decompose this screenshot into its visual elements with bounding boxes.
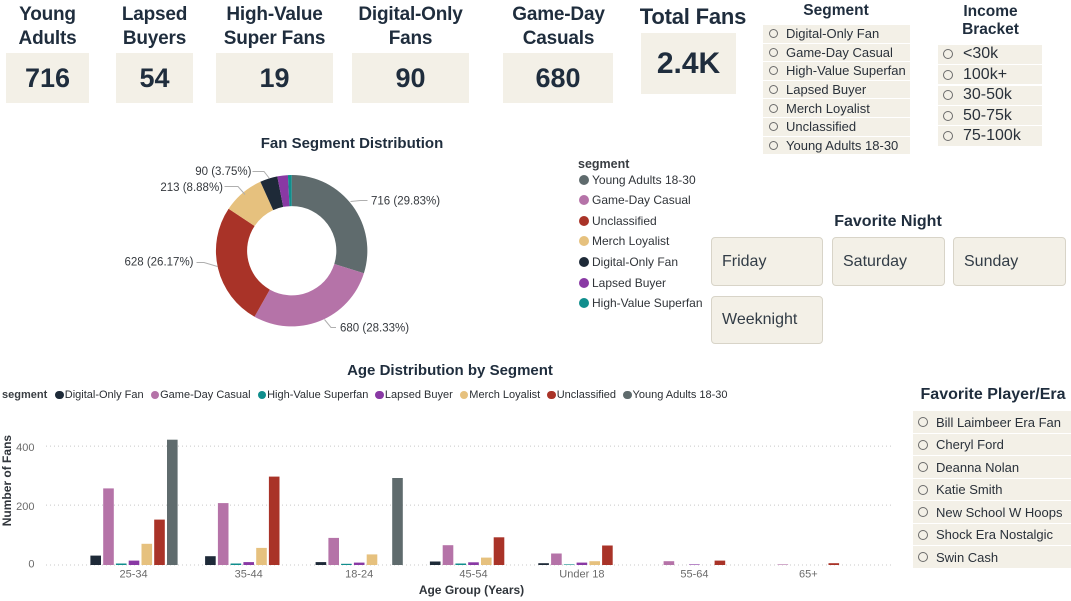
svg-text:400: 400 — [16, 442, 34, 454]
svg-text:Under 18: Under 18 — [559, 569, 604, 581]
svg-text:45-54: 45-54 — [459, 569, 487, 581]
svg-text:35-44: 35-44 — [235, 569, 263, 581]
svg-text:18-24: 18-24 — [345, 569, 373, 581]
svg-text:680 (28.33%): 680 (28.33%) — [340, 323, 409, 335]
svg-text:65+: 65+ — [799, 569, 818, 581]
svg-text:0: 0 — [28, 559, 34, 571]
svg-text:200: 200 — [16, 501, 34, 513]
svg-text:628 (26.17%): 628 (26.17%) — [124, 257, 193, 269]
svg-text:716 (29.83%): 716 (29.83%) — [371, 196, 440, 208]
svg-text:55-64: 55-64 — [680, 569, 708, 581]
svg-text:90 (3.75%): 90 (3.75%) — [195, 166, 251, 178]
svg-text:25-34: 25-34 — [120, 569, 148, 581]
svg-text:Age Group (Years): Age Group (Years) — [419, 583, 524, 597]
svg-text:213 (8.88%): 213 (8.88%) — [160, 182, 223, 194]
svg-text:Number of Fans: Number of Fans — [0, 435, 14, 527]
